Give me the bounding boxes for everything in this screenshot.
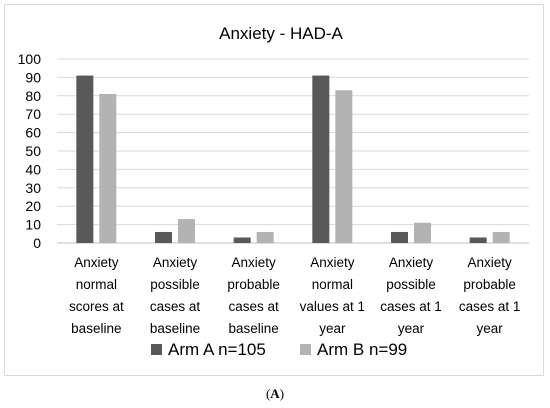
chart-title: Anxiety - HAD-A <box>219 24 343 43</box>
bar <box>155 231 172 243</box>
legend-swatch <box>300 344 311 355</box>
bars <box>76 75 510 244</box>
chart-svg: Anxiety - HAD-A 0 10 20 30 40 50 60 70 80 90 100 A… <box>18 24 529 359</box>
caption-close-paren: ) <box>279 386 285 401</box>
gridlines <box>57 58 529 244</box>
y-tick-label: 100 <box>18 51 42 67</box>
chart-frame: Anxiety - HAD-A 0 10 20 30 40 50 60 70 80 90 100 A… <box>4 4 544 376</box>
y-tick-label: 0 <box>33 235 41 251</box>
bar <box>76 75 94 243</box>
x-axis-category-labels: Anxiety normal scores at baseline Anxiety pos… <box>69 255 520 336</box>
y-tick-label: 70 <box>25 106 41 122</box>
legend-swatch <box>151 344 162 355</box>
x-category-label: Anxiety normal values at 1 year <box>300 255 365 336</box>
x-category-label: Anxiety possible cases at baseline <box>150 255 201 336</box>
y-tick-label: 40 <box>25 161 41 177</box>
y-tick-label: 30 <box>25 180 41 196</box>
x-category-label: Anxiety possible cases at 1 year <box>380 255 442 336</box>
legend: Arm A n=105 Arm B n=99 <box>151 340 407 359</box>
bar <box>492 231 510 243</box>
y-tick-label: 60 <box>25 125 41 141</box>
x-category-label: Anxiety normal scores at baseline <box>69 255 124 336</box>
figure-caption: (A) <box>0 386 550 402</box>
bar <box>312 75 330 243</box>
legend-label: Arm B n=99 <box>317 340 407 359</box>
bar <box>335 90 353 243</box>
caption-open-paren: ( <box>265 386 271 401</box>
bar <box>469 237 487 243</box>
y-tick-label: 50 <box>25 143 41 159</box>
y-tick-label: 10 <box>25 217 41 233</box>
caption-label: A <box>270 386 280 401</box>
y-tick-label: 80 <box>25 88 41 104</box>
bar <box>391 231 408 243</box>
y-tick-label: 90 <box>25 69 41 85</box>
x-category-label: Anxiety probable cases at baseline <box>227 255 280 336</box>
bar <box>99 93 117 244</box>
y-tick-label: 20 <box>25 198 41 214</box>
x-category-label: Anxiety probable cases at 1 year <box>459 255 521 336</box>
bar <box>256 231 274 243</box>
bar <box>233 237 251 243</box>
bar <box>414 222 431 243</box>
y-axis-tick-labels: 0 10 20 30 40 50 60 70 80 90 100 <box>18 51 42 251</box>
bar <box>178 219 195 243</box>
legend-label: Arm A n=105 <box>168 340 266 359</box>
